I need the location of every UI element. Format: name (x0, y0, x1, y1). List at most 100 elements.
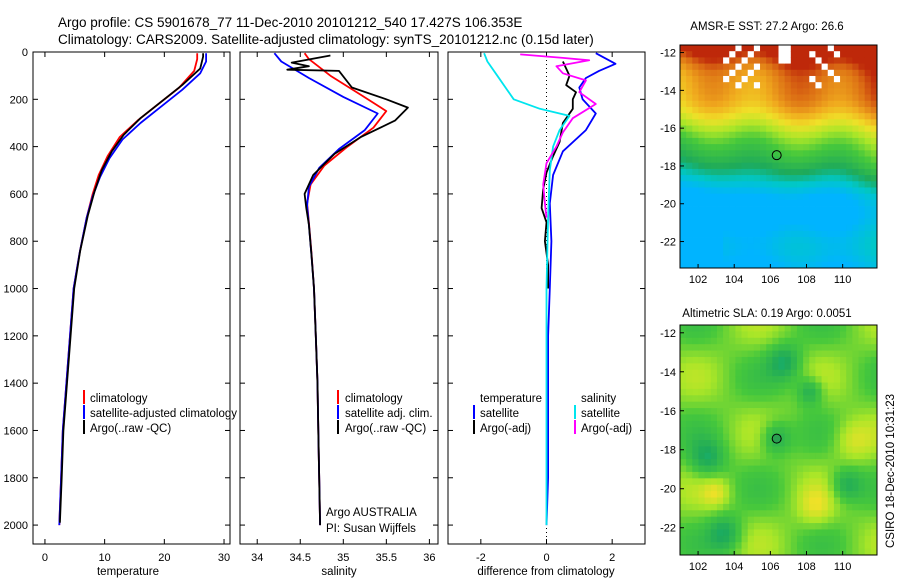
sst-map-cell (692, 175, 699, 182)
sla-map-cell (846, 491, 853, 498)
sst-map-cell (833, 100, 841, 108)
sst-map-cell (827, 45, 835, 52)
sst-map-cell (741, 94, 749, 102)
sla-map-cell (796, 337, 804, 345)
sla-map-cell (852, 382, 859, 390)
sla-map-cell (753, 510, 761, 518)
sst-map-cell (698, 119, 706, 126)
sst-map-cell (766, 193, 773, 201)
sst-map-cell (840, 218, 847, 226)
sst-map-cell (723, 224, 730, 232)
sla-map-cell (796, 369, 804, 377)
sst-map-cell (846, 175, 853, 182)
sla-map-cell (766, 491, 773, 498)
sst-map-cell (680, 69, 687, 77)
sst-map-cell (809, 206, 816, 213)
sla-map-cell (729, 548, 736, 556)
sst-map-cell (772, 255, 779, 263)
sla-map-cell (680, 548, 687, 556)
sst-map-cell (778, 187, 786, 195)
sst-map-cell (858, 144, 866, 151)
sla-map-cell (840, 363, 847, 371)
sla-map-cell (852, 452, 859, 460)
sla-map-cell (796, 325, 804, 332)
sla-map-cell (858, 503, 866, 511)
sst-map-cell (710, 63, 718, 71)
sst-map-cell (858, 150, 866, 157)
sla-map-cell (747, 516, 755, 524)
sla-map-cell (784, 414, 792, 422)
sst-map-cell (778, 63, 786, 71)
sst-map-cell (858, 88, 866, 95)
sla-map-cell (840, 388, 847, 396)
sst-map-cell (735, 125, 742, 133)
sst-map-cell (716, 255, 724, 263)
sst-map-cell (852, 193, 859, 201)
sla-map-cell (852, 446, 859, 454)
sst-map-cell (784, 75, 792, 83)
sla-map-cell (790, 401, 798, 409)
sst-map-cell (729, 106, 736, 114)
sst-map-cell (803, 113, 810, 120)
sst-map-cell (815, 243, 822, 250)
sla-map-cell (840, 465, 847, 473)
sla-map-cell (784, 440, 792, 447)
sst-map-cell (766, 218, 773, 226)
sst-map-cell (735, 206, 742, 213)
sst-map-cell (680, 199, 687, 207)
sst-map-cell (790, 63, 798, 71)
sst-map-cell (698, 94, 706, 102)
sst-map-cell (766, 106, 773, 114)
sla-map-cell (729, 478, 736, 486)
sla-map-cell (710, 542, 718, 550)
sla-map-cell (852, 548, 859, 556)
sla-map-cell (784, 516, 792, 524)
sla-map-cell (772, 529, 779, 537)
temperature-xtick-label: 30 (218, 552, 230, 564)
sst-map-cell (747, 193, 755, 201)
sst-map-cell (753, 181, 761, 188)
sst-map-cell (735, 94, 742, 102)
sla-map-cell (821, 401, 829, 409)
sla-map-cell (852, 363, 859, 371)
sst-map-cell (840, 131, 847, 139)
legend-label-climatology: climatology (345, 393, 403, 405)
sla-map-cell (698, 325, 706, 332)
sla-map-cell (870, 420, 878, 428)
sla-map-cell (710, 497, 718, 505)
sst-map-cell (753, 125, 761, 133)
sla-map-cell (870, 497, 878, 505)
sst-map-cell (772, 218, 779, 226)
sla-map-cell (827, 350, 835, 358)
sla-map-cell (809, 414, 816, 422)
sst-map-cell (723, 131, 730, 139)
sla-map-cell (815, 503, 822, 511)
sst-map-cell (821, 119, 829, 126)
sst-map-cell (716, 131, 724, 139)
sla-map-cell (840, 523, 847, 530)
sla-map: 102 104 106 108 110-12-14-16-18-20-22 (660, 324, 878, 573)
sla-map-cell (692, 535, 699, 543)
sla-map-cell (790, 382, 798, 390)
sla-map-cell (729, 337, 736, 345)
sla-map-cell (710, 420, 718, 428)
sst-map-cell (698, 75, 706, 83)
sst-map-cell (723, 243, 730, 250)
sla-map-cell (803, 369, 810, 377)
sst-map-cell (784, 150, 792, 157)
sla-map-cell (741, 356, 749, 364)
sla-map-cell (680, 395, 687, 403)
sla-map-cell (809, 503, 816, 511)
sla-map-cell (747, 548, 755, 556)
sla-map-cell (692, 433, 699, 441)
sla-map-cell (680, 337, 687, 345)
sst-map-cell (809, 100, 816, 108)
sst-map-cell (784, 168, 792, 176)
sla-map-cell (760, 395, 767, 403)
sst-map-cell (846, 243, 853, 250)
sst-map-cell (796, 137, 804, 145)
sla-map-cell (704, 414, 712, 422)
sst-map-cell (729, 175, 736, 182)
sla-map-cell (796, 395, 804, 403)
sla-map-cell (729, 523, 736, 530)
